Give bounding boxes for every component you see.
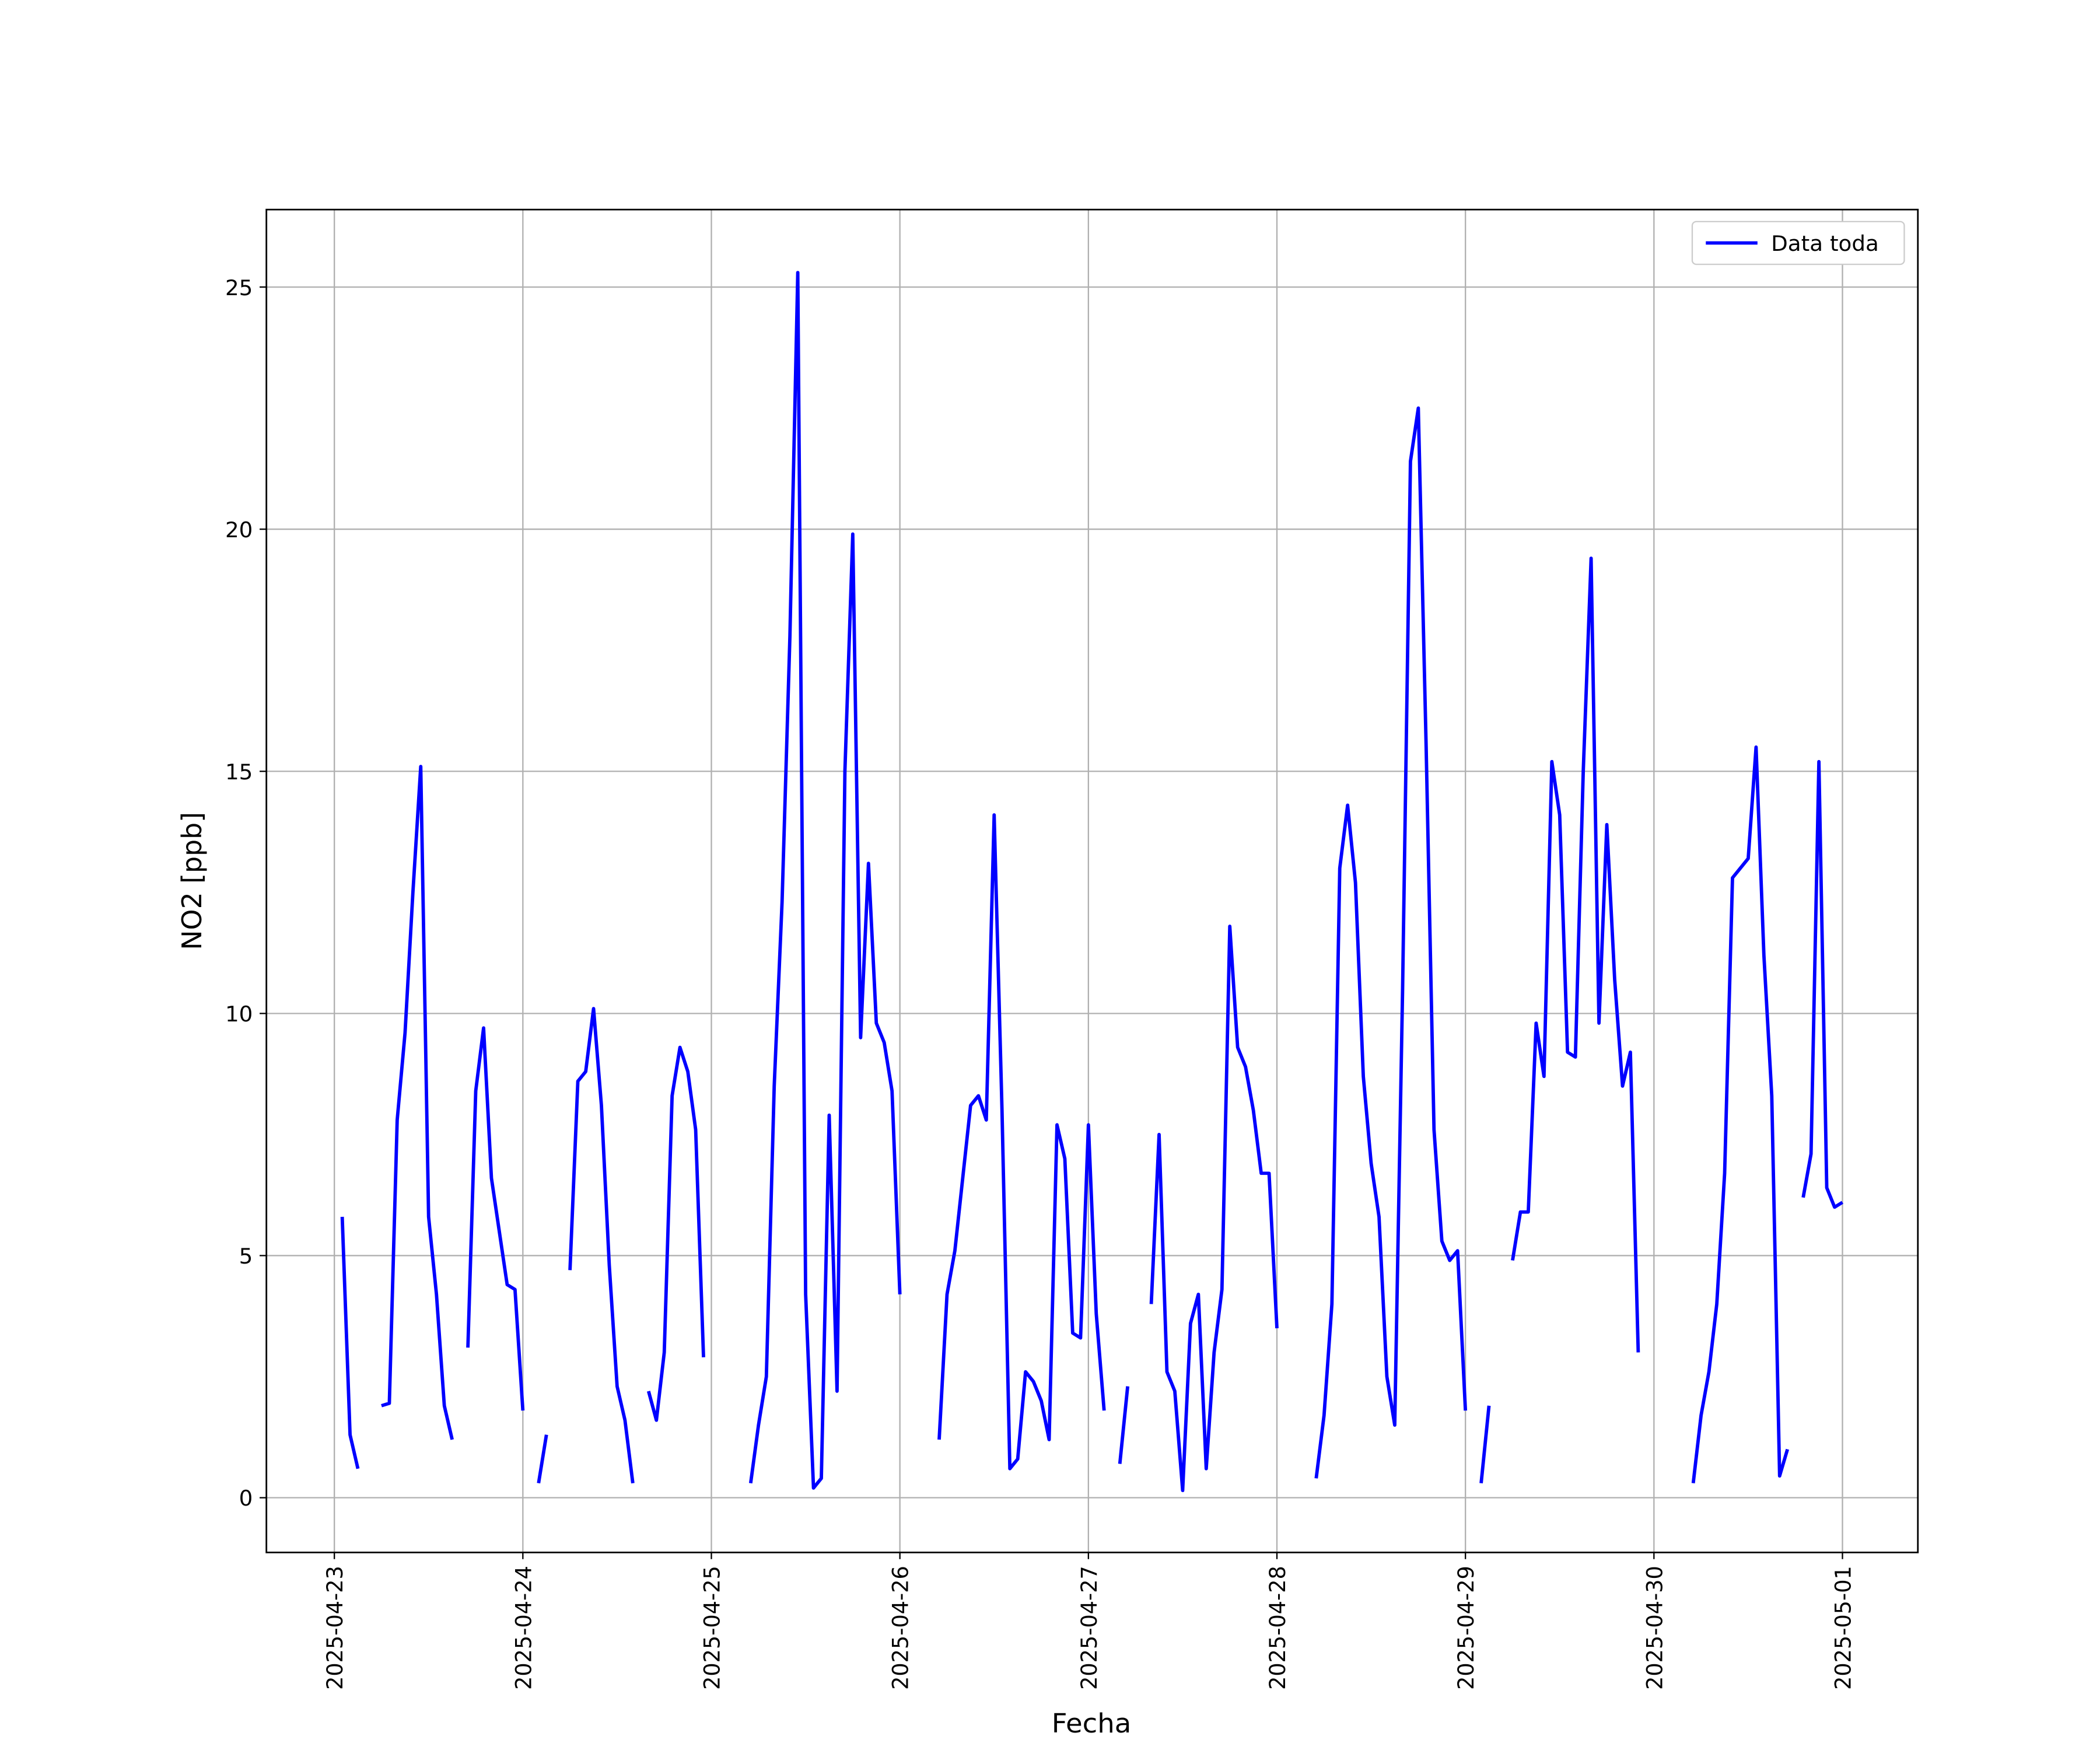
plot-frame	[265, 208, 1919, 1553]
x-tick-label: 2025-04-27	[1077, 1566, 1102, 1690]
x-tick-label: 2025-04-26	[888, 1566, 913, 1690]
x-tick-label: 2025-04-24	[511, 1566, 536, 1690]
x-axis-label: Fecha	[1052, 1708, 1132, 1740]
legend-label: Data toda	[1771, 232, 1879, 257]
y-tick-label: 25	[225, 275, 253, 300]
y-tick-label: 5	[239, 1244, 253, 1269]
y-tick-label: 10	[225, 1002, 253, 1027]
y-tick-label: 15	[225, 760, 253, 785]
x-tick-label: 2025-04-28	[1265, 1566, 1290, 1690]
y-axis-label: NO2 [ppb]	[176, 812, 207, 950]
y-tick-label: 20	[225, 517, 253, 542]
x-tick-label: 2025-04-29	[1454, 1566, 1479, 1690]
x-tick-label: 2025-05-01	[1831, 1566, 1856, 1690]
x-tick-label: 2025-04-25	[699, 1566, 724, 1690]
y-tick-label: 0	[239, 1486, 253, 1511]
x-tick-label: 2025-04-30	[1642, 1566, 1667, 1690]
legend-box	[1691, 220, 1905, 265]
x-tick-label: 2025-04-23	[323, 1566, 348, 1690]
data-line	[340, 271, 1844, 1492]
